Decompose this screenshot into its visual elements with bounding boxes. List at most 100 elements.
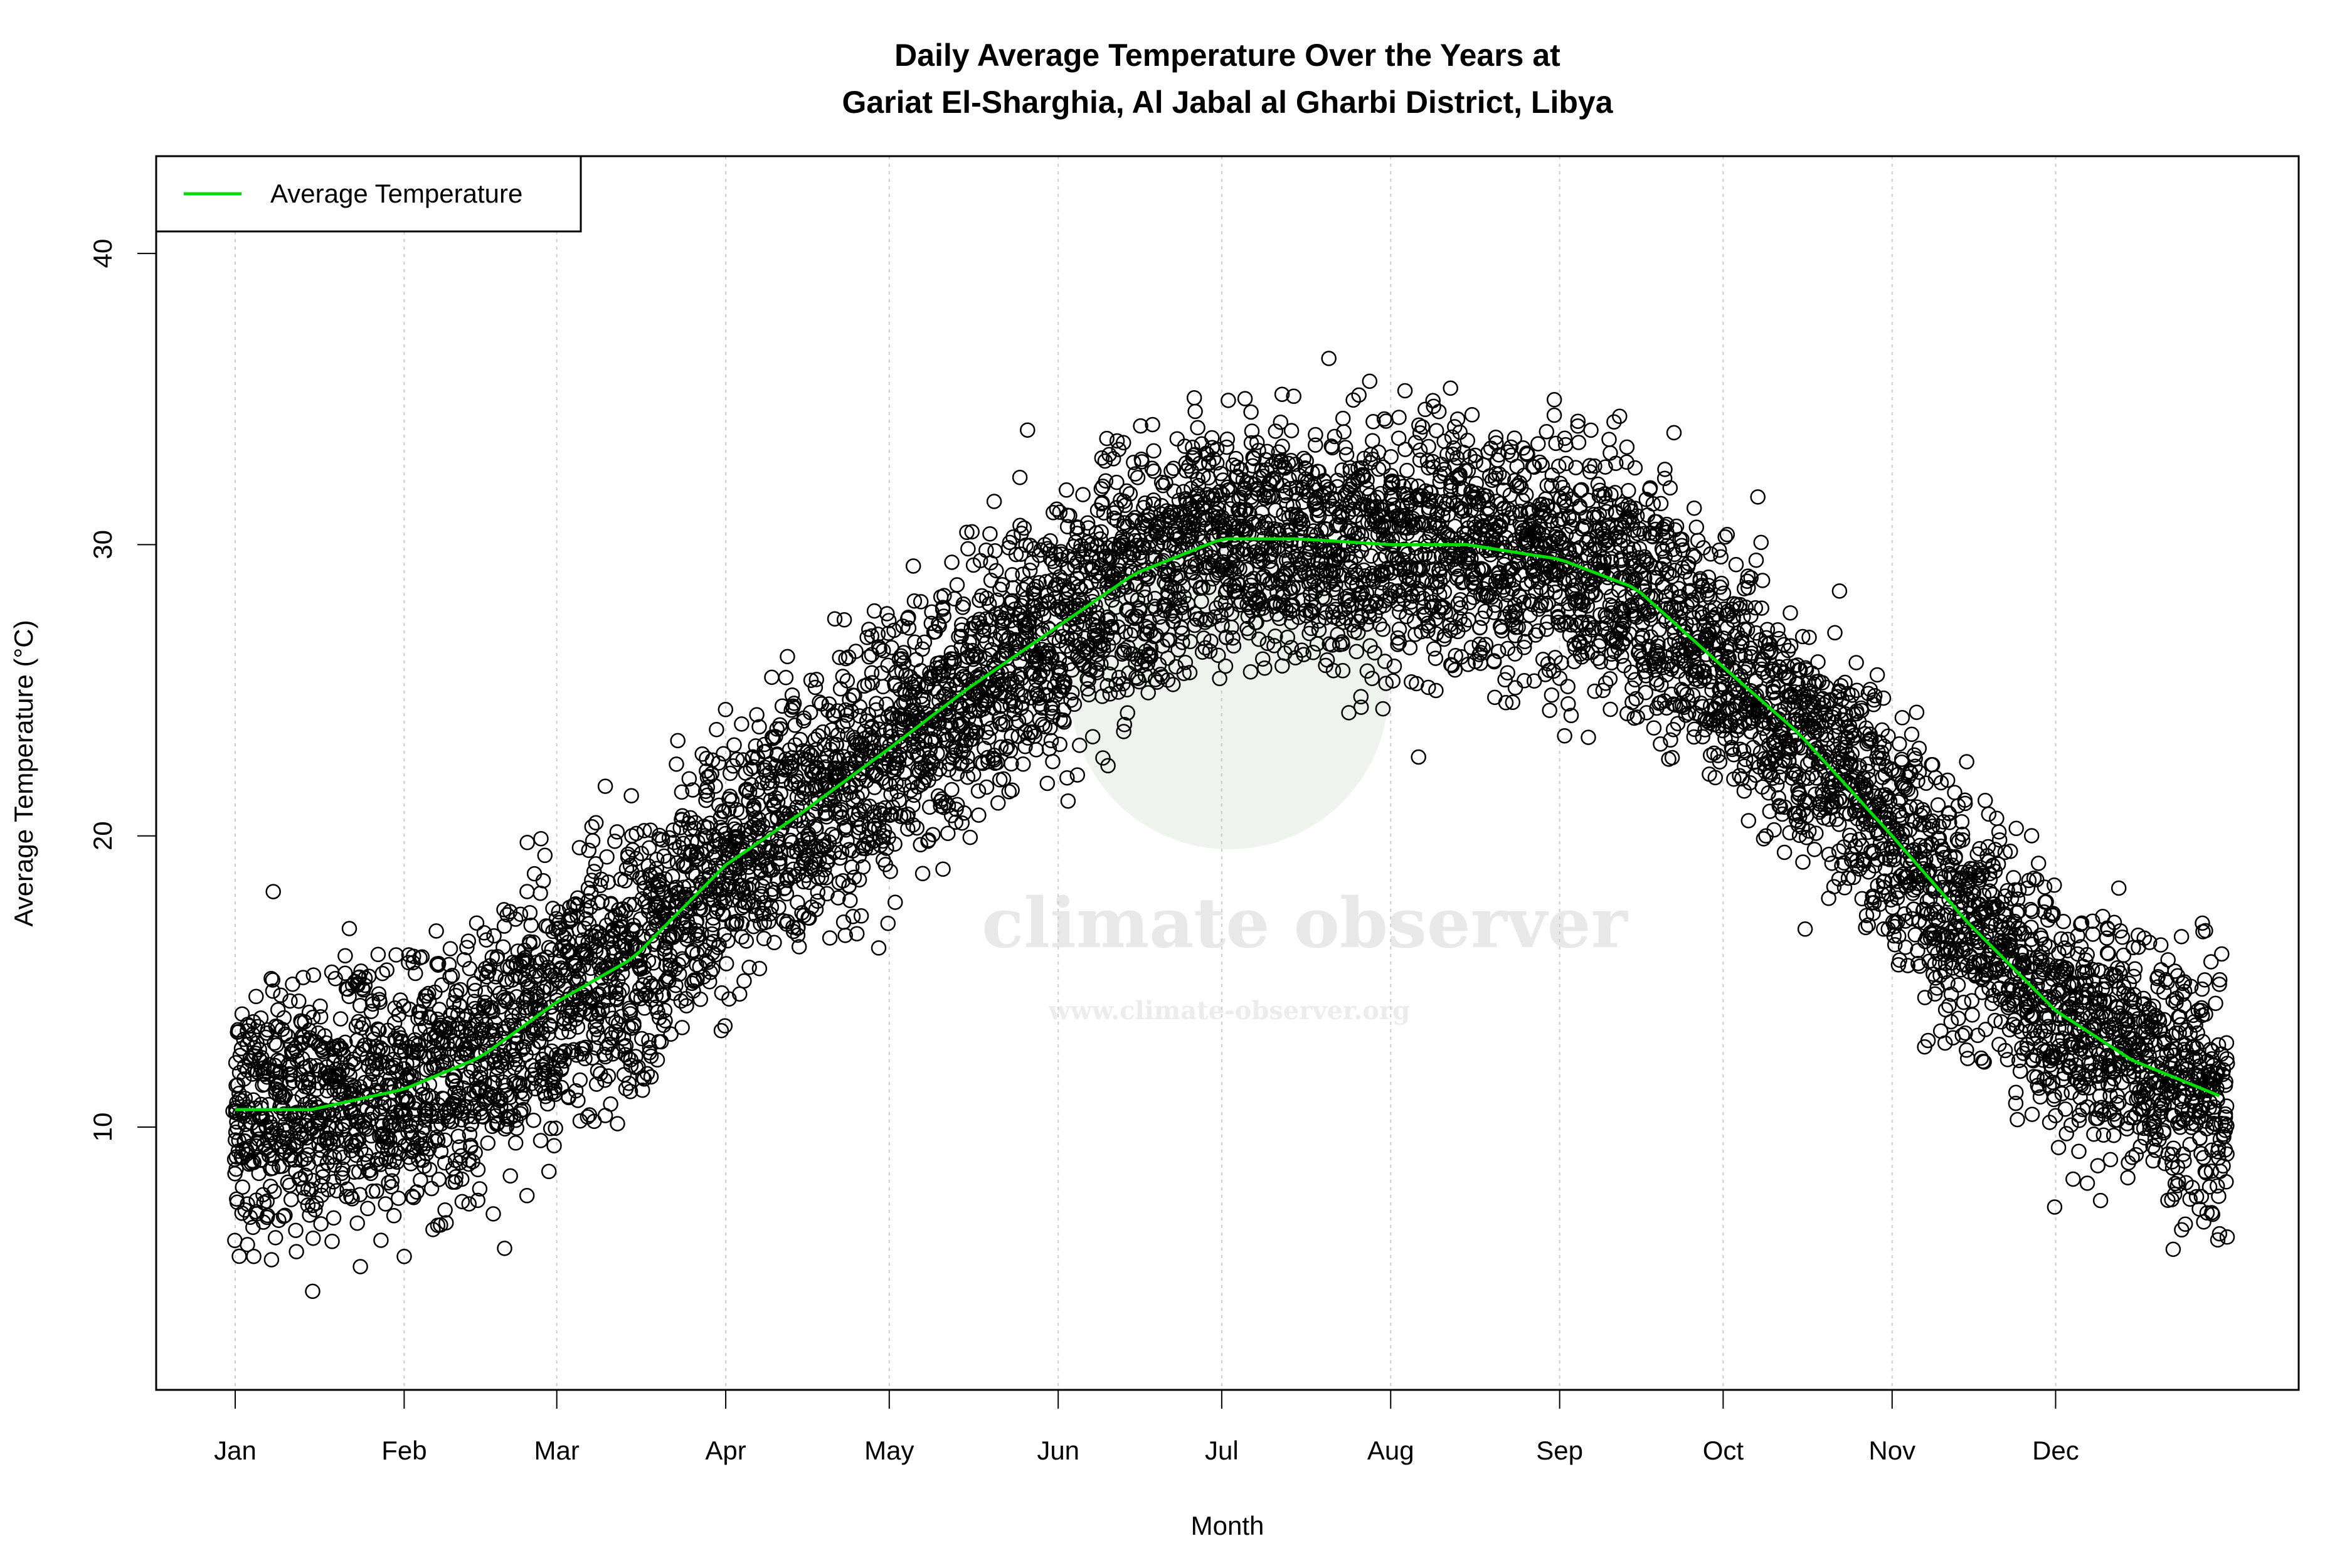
data-point bbox=[1045, 754, 1061, 770]
data-point bbox=[343, 1189, 359, 1205]
data-point bbox=[1375, 622, 1391, 637]
data-point bbox=[851, 872, 867, 887]
data-point bbox=[235, 1179, 250, 1195]
data-point bbox=[331, 1067, 346, 1083]
data-point bbox=[236, 1071, 252, 1087]
data-point bbox=[583, 960, 599, 976]
data-point bbox=[523, 1076, 539, 1092]
data-point bbox=[614, 982, 630, 998]
data-point bbox=[454, 1194, 470, 1210]
data-point bbox=[1571, 435, 1587, 450]
data-point bbox=[237, 1090, 253, 1106]
data-point bbox=[1428, 682, 1444, 699]
data-point bbox=[609, 824, 625, 840]
data-point bbox=[476, 925, 492, 941]
data-point bbox=[466, 976, 482, 992]
data-point bbox=[569, 890, 586, 906]
data-point bbox=[332, 1146, 348, 1162]
data-point bbox=[309, 1105, 324, 1121]
data-point bbox=[866, 603, 882, 619]
data-point bbox=[504, 972, 520, 988]
data-point bbox=[519, 835, 535, 850]
data-point bbox=[263, 1179, 278, 1194]
data-point bbox=[371, 1075, 387, 1091]
data-point bbox=[935, 861, 951, 877]
data-point bbox=[352, 1259, 368, 1274]
data-point bbox=[778, 670, 794, 686]
data-point bbox=[293, 1170, 309, 1187]
data-point bbox=[1518, 621, 1534, 637]
data-point bbox=[971, 807, 987, 823]
data-point bbox=[726, 737, 742, 753]
data-point bbox=[507, 911, 524, 927]
data-point bbox=[571, 961, 588, 978]
data-point bbox=[391, 1190, 406, 1206]
data-point bbox=[1507, 680, 1523, 696]
data-point bbox=[496, 918, 512, 934]
data-point bbox=[434, 977, 450, 993]
data-point bbox=[485, 1206, 501, 1222]
data-point bbox=[253, 1096, 269, 1113]
data-point bbox=[751, 961, 768, 977]
data-point bbox=[519, 1188, 535, 1204]
data-point bbox=[537, 847, 553, 864]
data-point bbox=[914, 866, 931, 882]
data-point bbox=[944, 781, 960, 798]
data-point bbox=[532, 1133, 549, 1148]
data-point bbox=[588, 856, 604, 872]
data-point bbox=[592, 877, 608, 894]
data-point bbox=[585, 833, 601, 849]
data-point bbox=[261, 1097, 277, 1113]
data-point bbox=[405, 1044, 421, 1061]
data-point bbox=[949, 577, 965, 593]
data-point bbox=[944, 554, 960, 570]
data-point bbox=[1449, 411, 1466, 427]
data-point bbox=[421, 1141, 437, 1157]
data-point bbox=[282, 1075, 298, 1091]
data-point bbox=[351, 1164, 367, 1180]
data-point bbox=[986, 494, 1002, 509]
data-point bbox=[462, 1126, 478, 1142]
data-point bbox=[639, 1066, 655, 1082]
data-point bbox=[397, 1044, 413, 1059]
data-point bbox=[456, 951, 472, 968]
data-point bbox=[913, 663, 929, 679]
data-point bbox=[442, 1015, 457, 1032]
data-point bbox=[339, 1181, 355, 1197]
data-point bbox=[546, 1138, 562, 1153]
data-point bbox=[467, 1145, 483, 1161]
data-point bbox=[871, 940, 887, 956]
data-point bbox=[423, 1108, 440, 1125]
data-point bbox=[285, 976, 300, 992]
data-point bbox=[265, 884, 281, 899]
data-point bbox=[479, 932, 494, 948]
data-point bbox=[1243, 404, 1259, 420]
data-point bbox=[787, 718, 803, 733]
data-point bbox=[384, 1059, 401, 1076]
data-point bbox=[369, 1183, 384, 1199]
scatter-points bbox=[225, 351, 2235, 1300]
watermark-url: www.climate-observer.org bbox=[1048, 996, 1410, 1025]
data-point bbox=[421, 1162, 438, 1177]
data-point bbox=[430, 957, 446, 973]
data-point bbox=[370, 946, 386, 963]
data-point bbox=[1391, 410, 1407, 425]
data-point bbox=[717, 1018, 733, 1034]
data-point bbox=[259, 1193, 275, 1209]
data-point bbox=[909, 820, 925, 836]
data-point bbox=[1187, 403, 1203, 420]
data-point bbox=[355, 1016, 371, 1032]
data-point bbox=[853, 908, 869, 924]
data-point bbox=[540, 919, 556, 935]
data-point bbox=[401, 1001, 418, 1017]
data-point bbox=[597, 1073, 613, 1088]
data-point bbox=[506, 1060, 522, 1076]
data-point bbox=[581, 842, 597, 859]
data-point bbox=[1163, 463, 1179, 479]
data-point bbox=[485, 1004, 501, 1020]
data-point bbox=[1391, 622, 1407, 637]
data-point bbox=[386, 1015, 403, 1031]
data-point bbox=[265, 983, 281, 999]
data-point bbox=[442, 941, 458, 956]
data-point bbox=[545, 1008, 561, 1024]
